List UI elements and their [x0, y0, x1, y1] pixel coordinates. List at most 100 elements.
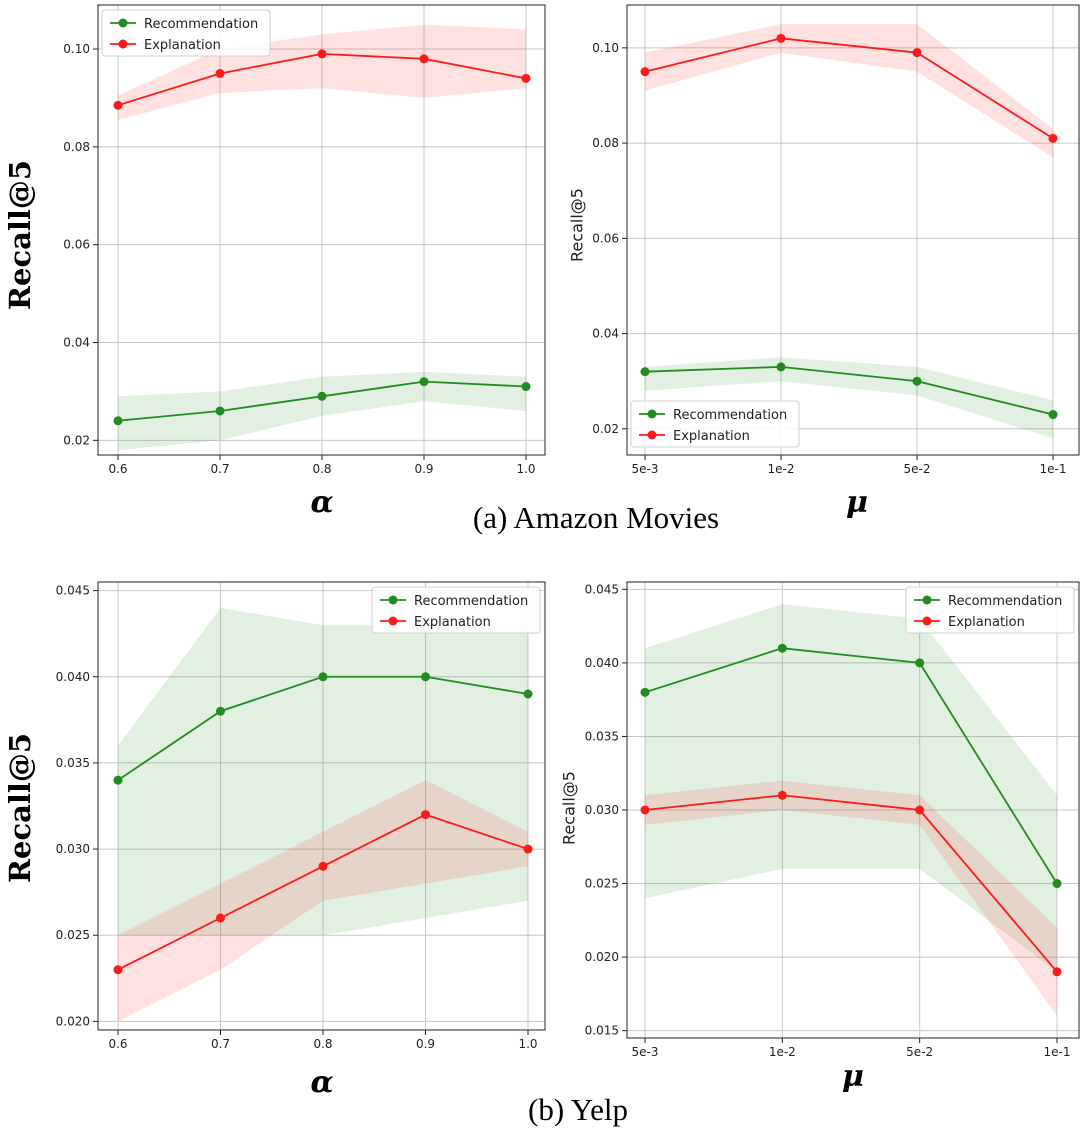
y-tick-label: 0.02 [592, 422, 619, 436]
y-tick-label: 0.06 [63, 238, 90, 252]
y-tick-label: 0.030 [56, 842, 90, 856]
y-axis-label: Recall@5 [568, 188, 587, 262]
band-recommendation [645, 604, 1057, 972]
x-tick-label: 1.0 [516, 462, 535, 476]
y-axis-label: Recall@5 [3, 733, 37, 883]
data-point-explanation [216, 913, 225, 923]
band-explanation [645, 24, 1053, 158]
legend-marker [922, 616, 932, 626]
caption-b: (b) Yelp [528, 1092, 628, 1127]
data-point-recommendation [1052, 879, 1062, 889]
data-point-recommendation [912, 376, 922, 386]
y-tick-label: 0.030 [585, 803, 619, 817]
data-point-explanation [419, 54, 429, 64]
y-axis-label: Recall@5 [560, 771, 579, 845]
plot-frame [97, 4, 546, 456]
y-tick-label: 0.02 [63, 433, 90, 447]
chart-panel-b-left: 0.020 0.025 0.030 0.035 0.040 0.045 0.6 0.7 0.8 0… [3, 581, 546, 1100]
data-point-explanation [318, 861, 328, 871]
y-tick-label: 0.035 [585, 729, 619, 743]
band-recommendation [118, 607, 528, 936]
band-recommendation [645, 357, 1053, 439]
x-tick-label: 1e-2 [768, 462, 795, 476]
x-tick-label: 0.6 [108, 1037, 127, 1051]
y-tick-label: 0.040 [585, 656, 619, 670]
y-tick-label: 0.025 [585, 877, 619, 891]
data-point-recommendation [113, 416, 123, 426]
legend-label-explanation: Explanation [144, 38, 221, 53]
x-tick-label: 0.8 [313, 1037, 332, 1051]
legend-box [905, 586, 1075, 634]
legend-marker [388, 616, 398, 626]
series-line-recommendation [644, 366, 1054, 416]
band-explanation [118, 780, 528, 1022]
data-point-explanation [912, 48, 922, 58]
data-point-recommendation [216, 706, 225, 716]
band-recommendation [118, 371, 526, 451]
data-point-recommendation [640, 367, 650, 377]
plot-area [627, 5, 1079, 455]
x-tick-label: 0.8 [312, 462, 331, 476]
y-tick-label: 0.08 [592, 136, 619, 150]
legend: Recommendation Explanation [101, 9, 271, 57]
legend-box [630, 400, 800, 448]
plot-frame [626, 4, 1080, 456]
x-axis-label: μ [842, 1059, 864, 1094]
legend-label-recommendation: Recommendation [673, 408, 787, 423]
data-point-recommendation [915, 658, 925, 668]
y-tick-label: 0.04 [63, 336, 90, 350]
x-tick-label: 1.0 [518, 1037, 537, 1051]
x-tick-label: 5e-2 [906, 1045, 933, 1059]
legend-box [371, 586, 541, 634]
data-point-explanation [1048, 133, 1058, 143]
x-axis-label: α [310, 485, 333, 520]
plot-area [98, 582, 545, 1030]
legend-marker [922, 595, 932, 605]
y-tick-label: 0.015 [585, 1024, 619, 1038]
data-point-recommendation [1048, 410, 1058, 420]
legend-marker [388, 595, 398, 605]
x-tick-label: 5e-3 [632, 462, 659, 476]
data-point-explanation [640, 67, 650, 77]
data-point-recommendation [113, 775, 123, 785]
data-point-recommendation [640, 687, 650, 697]
x-tick-label: 1e-1 [1044, 1045, 1071, 1059]
data-point-explanation [915, 805, 925, 815]
y-tick-label: 0.08 [63, 140, 90, 154]
y-tick-label: 0.10 [63, 42, 90, 56]
legend-box [101, 9, 271, 57]
x-axis-label: μ [846, 485, 868, 520]
caption-a: (a) Amazon Movies [473, 500, 719, 535]
data-point-explanation [215, 68, 225, 78]
x-tick-label: 5e-3 [632, 1045, 659, 1059]
data-point-recommendation [776, 362, 786, 372]
chart-panel-b-right: 0.015 0.020 0.025 0.030 0.035 0.040 0.045 5e-3 1… [560, 581, 1080, 1094]
legend-label-explanation: Explanation [673, 429, 750, 444]
plot-frame [626, 581, 1080, 1039]
x-axis-label: α [310, 1065, 333, 1100]
series-line-explanation [644, 794, 1058, 973]
legend: Recommendation Explanation [630, 400, 800, 448]
band-explanation [645, 780, 1057, 1016]
y-tick-label: 0.045 [585, 582, 619, 596]
x-tick-label: 0.9 [416, 1037, 435, 1051]
legend-marker [647, 430, 657, 440]
data-point-recommendation [419, 377, 429, 387]
legend-label-explanation: Explanation [414, 615, 491, 630]
x-tick-label: 0.7 [210, 462, 229, 476]
x-tick-label: 1e-2 [769, 1045, 796, 1059]
data-point-explanation [113, 965, 123, 975]
data-point-explanation [113, 100, 123, 110]
legend-label-recommendation: Recommendation [414, 594, 528, 609]
y-tick-label: 0.020 [56, 1014, 90, 1028]
data-point-explanation [523, 844, 533, 854]
data-point-explanation [776, 33, 786, 43]
data-point-recommendation [777, 643, 787, 653]
legend-marker [647, 409, 657, 419]
x-tick-label: 5e-2 [904, 462, 931, 476]
data-point-explanation [521, 73, 531, 83]
y-tick-label: 0.045 [56, 584, 90, 598]
data-point-recommendation [215, 406, 225, 416]
y-tick-label: 0.06 [592, 231, 619, 245]
